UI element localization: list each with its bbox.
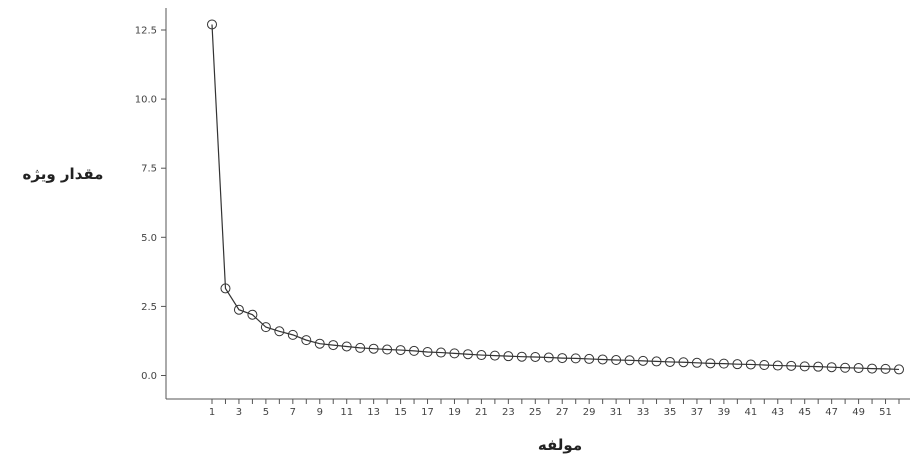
data-point [355,342,366,353]
data-point [840,362,851,373]
y-tick-label: 0.0 [141,371,157,382]
x-tick-label: 39 [718,407,731,418]
series-layer [207,19,904,375]
data-point [759,359,770,370]
data-point [786,360,797,371]
data-point [638,355,649,366]
data-point [409,345,420,356]
data-point [274,326,285,337]
data-point [395,345,406,356]
data-point [207,19,217,30]
data-point [665,356,675,367]
x-tick-label: 49 [852,407,865,418]
data-point [611,355,622,366]
data-point [449,348,460,359]
data-point [880,363,891,374]
data-point [691,357,702,368]
data-point [489,350,500,361]
x-tick-label: 15 [394,407,407,418]
x-tick-label: 51 [879,407,892,418]
x-tick-label: 35 [664,407,677,418]
data-point [530,351,541,362]
x-axis: 1 3 5 7 9 11 13 15 17 19 21 23 25 27 29 31 33 35 37 39 41 43 4… [166,398,910,418]
data-point [826,362,837,373]
x-tick-label: 31 [610,407,623,418]
y-tick-label: 2.5 [141,302,157,313]
x-tick-label: 9 [317,407,323,418]
x-tick-label: 11 [340,407,353,418]
x-tick-label: 41 [744,407,757,418]
y-axis-title: مقدار ویژه [23,165,104,183]
data-point [301,335,312,346]
x-tick-label: 27 [556,407,569,418]
data-point [422,347,433,358]
x-tick-label: 3 [236,407,242,418]
x-tick-label: 47 [825,407,838,418]
data-point [247,309,258,320]
data-point [516,351,527,362]
series-line [211,24,900,371]
data-point [382,344,393,355]
data-point [570,353,581,364]
data-point [651,356,662,367]
x-tick-label: 13 [367,407,380,418]
data-point [341,341,352,352]
data-point [462,349,473,360]
x-tick-label: 19 [448,407,461,418]
data-point [624,355,635,366]
data-point [678,357,689,368]
x-tick-label: 33 [637,407,650,418]
x-tick-label: 21 [475,407,488,418]
x-tick-label: 7 [290,407,296,418]
data-point [287,329,298,340]
data-point [597,354,608,365]
x-tick-label: 43 [771,407,784,418]
x-tick-label: 29 [583,407,596,418]
x-tick-label: 23 [502,407,515,418]
x-axis-title: مولفه [538,436,582,454]
data-point [220,283,231,294]
data-point [314,338,325,349]
data-point [718,358,729,369]
data-point [476,350,487,361]
data-point [853,363,864,374]
data-point [732,359,743,370]
x-tick-label: 1 [209,407,215,418]
y-tick-label: 10.0 [135,95,157,106]
y-tick-label: 5.0 [141,233,157,244]
data-point [745,359,756,370]
y-tick-label: 7.5 [141,164,157,175]
y-tick-label: 12.5 [135,26,157,37]
data-point [799,361,810,372]
data-point [813,361,824,372]
data-point [436,347,446,358]
data-point [584,353,595,364]
y-axis: 0.0 2.5 5.0 7.5 10.0 12.5 [135,8,167,399]
data-point [705,358,716,369]
data-point [368,343,379,354]
data-point [557,353,568,364]
data-point [233,304,244,315]
x-tick-label: 37 [691,407,704,418]
x-tick-label: 5 [263,407,269,418]
x-tick-label: 17 [421,407,434,418]
data-point [894,364,904,375]
data-point [328,340,339,351]
x-tick-label: 25 [529,407,542,418]
data-point [772,360,783,371]
data-point [260,322,271,333]
x-tick-label: 45 [798,407,811,418]
data-point [543,352,554,363]
data-point [867,363,878,374]
data-point [503,351,514,362]
